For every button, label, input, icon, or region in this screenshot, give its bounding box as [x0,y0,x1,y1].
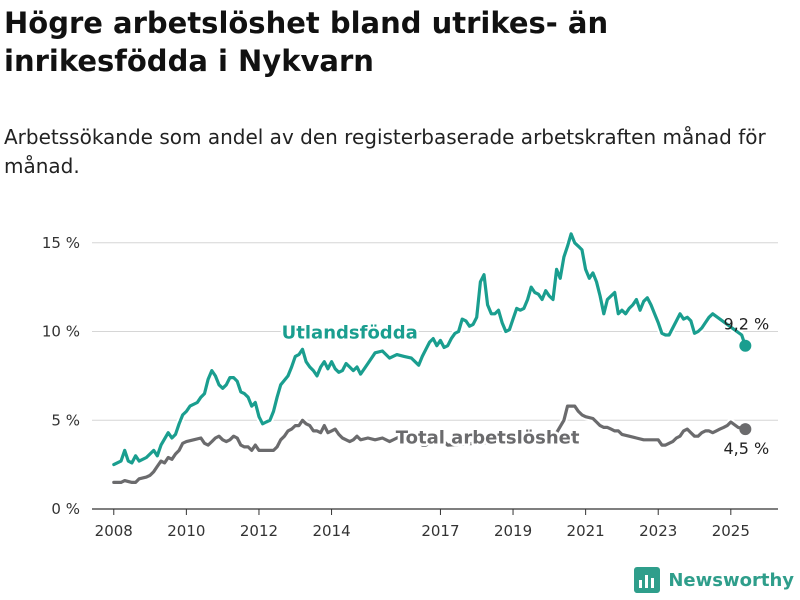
y-tick-label: 5 % [51,411,80,429]
series-labels: 9,2 % 4,5 % Utlandsfödda Total arbetslöshet [279,315,769,458]
x-tick-label: 2021 [567,522,605,540]
x-tick-label: 2019 [494,522,532,540]
y-tick-label: 10 % [42,323,80,341]
x-tick-label: 2008 [95,522,133,540]
series-name-label: Utlandsfödda [282,323,418,344]
x-tick-label: 2014 [312,522,350,540]
x-tick-label: 2017 [421,522,459,540]
x-axis: 2008 2010 2012 2014 2017 2019 2021 2023 2025 [95,509,750,540]
x-tick-label: 2023 [639,522,677,540]
series-end-marker [739,423,752,436]
end-value-label: 9,2 % [723,315,769,334]
x-tick-label: 2012 [240,522,278,540]
series-name-label: Total arbetslöshet [396,427,580,448]
series-line [112,404,747,484]
x-tick-label: 2025 [712,522,750,540]
newsworthy-brand[interactable]: Newsworthy [634,566,794,594]
x-tick-label: 2010 [167,522,205,540]
chart-title: Högre arbetslöshet bland utrikes- än inr… [4,6,609,78]
grid-lines [92,242,778,510]
y-axis: 0 % 5 % 10 % 15 % [42,234,80,518]
bar-chart-logo-icon [634,567,661,593]
brand-name: Newsworthy [668,569,794,591]
y-tick-label: 15 % [42,234,80,252]
series-lines [110,230,752,486]
series-line [112,232,747,467]
y-tick-label: 0 % [51,500,80,518]
series-end-marker [739,339,752,352]
end-value-label: 4,5 % [723,439,769,458]
chart-subtitle: Arbetssökande som andel av den registerb… [4,125,766,178]
